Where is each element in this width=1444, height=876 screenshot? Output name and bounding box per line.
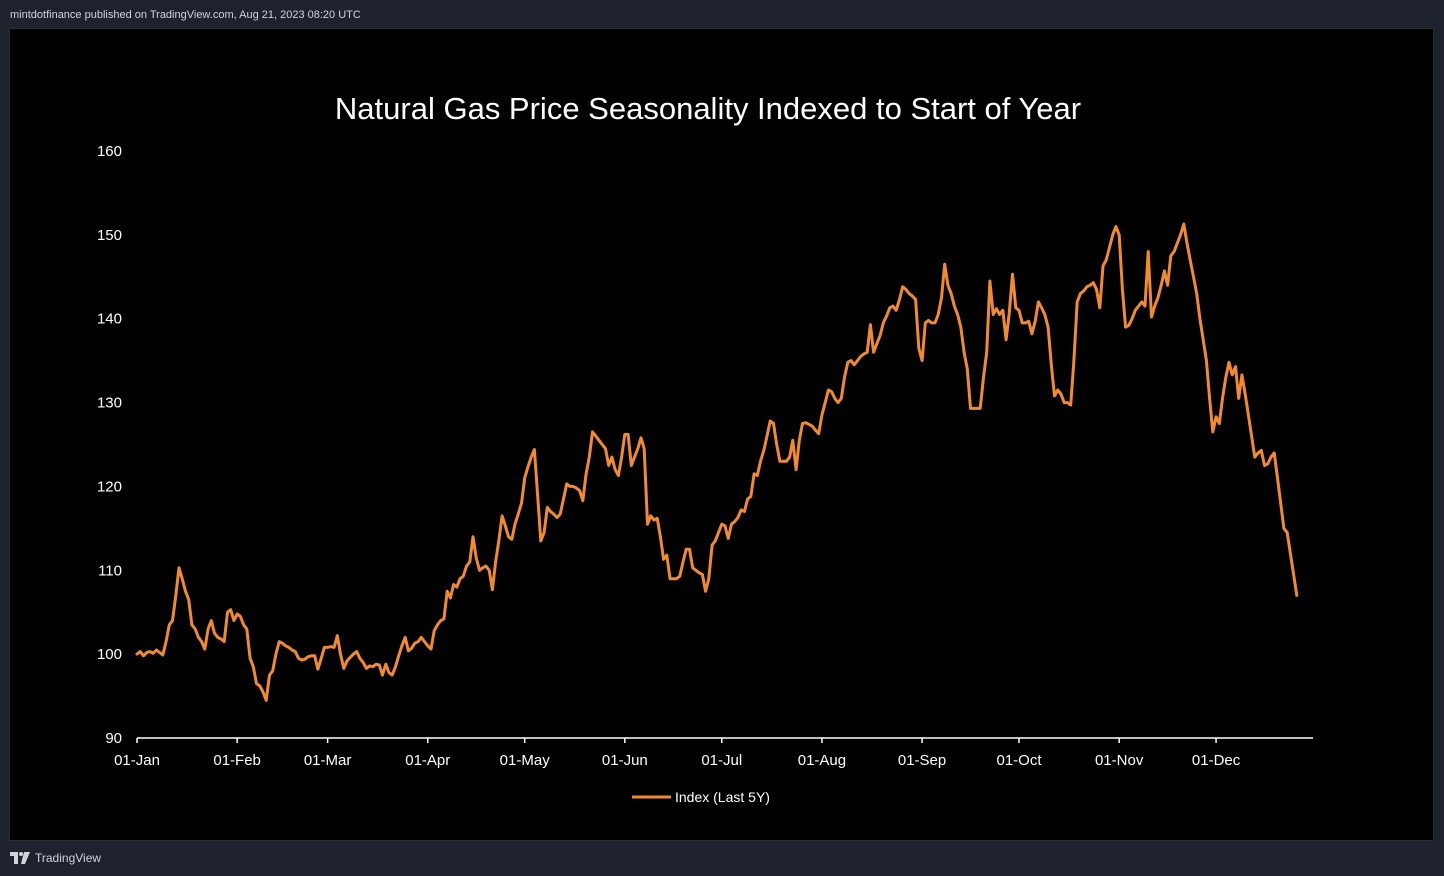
series-layer [135, 222, 1299, 702]
footer: TradingView [10, 849, 101, 867]
x-tick-label: 01-Apr [405, 752, 450, 769]
seasonality-chart: Natural Gas Price Seasonality Indexed to… [97, 91, 1313, 805]
x-tick-label: 01-Jun [602, 752, 648, 769]
x-tick-label: 01-Jan [114, 752, 160, 769]
series-line [135, 222, 1299, 702]
chart-panel: Natural Gas Price Seasonality Indexed to… [9, 28, 1434, 841]
y-axis: 160 150 140 130 120 110 100 90 [97, 143, 122, 747]
y-tick-label: 90 [105, 730, 122, 747]
x-tick-label: 01-Feb [213, 752, 261, 769]
y-tick-label: 160 [97, 143, 122, 160]
y-tick-label: 130 [97, 395, 122, 412]
x-tick-label: 01-Nov [1095, 752, 1144, 769]
x-tick-label: 01-Mar [304, 752, 352, 769]
y-tick-label: 150 [97, 227, 122, 244]
x-tick-label: 01-Aug [798, 752, 846, 769]
x-tick-label: 01-Jul [701, 752, 742, 769]
y-tick-label: 100 [97, 646, 122, 663]
publisher-header: mintdotfinance published on TradingView.… [10, 6, 361, 24]
y-tick-label: 140 [97, 311, 122, 328]
legend: Index (Last 5Y) [632, 789, 770, 805]
x-axis: 01-Jan 01-Feb 01-Mar 01-Apr 01-May 01-Jun 01-J… [114, 737, 1313, 769]
x-tick-label: 01-May [500, 752, 551, 769]
x-tick-label: 01-Sep [898, 752, 946, 769]
y-tick-label: 110 [98, 562, 122, 579]
legend-label: Index (Last 5Y) [675, 789, 770, 805]
x-tick-label: 01-Oct [996, 752, 1042, 769]
y-tick-label: 120 [97, 478, 122, 495]
x-tick-label: 01-Dec [1192, 752, 1241, 769]
tradingview-logo-icon [10, 852, 30, 864]
publisher-text: mintdotfinance published on TradingView.… [10, 9, 361, 21]
chart-title: Natural Gas Price Seasonality Indexed to… [335, 91, 1081, 126]
footer-brand: TradingView [35, 851, 102, 865]
